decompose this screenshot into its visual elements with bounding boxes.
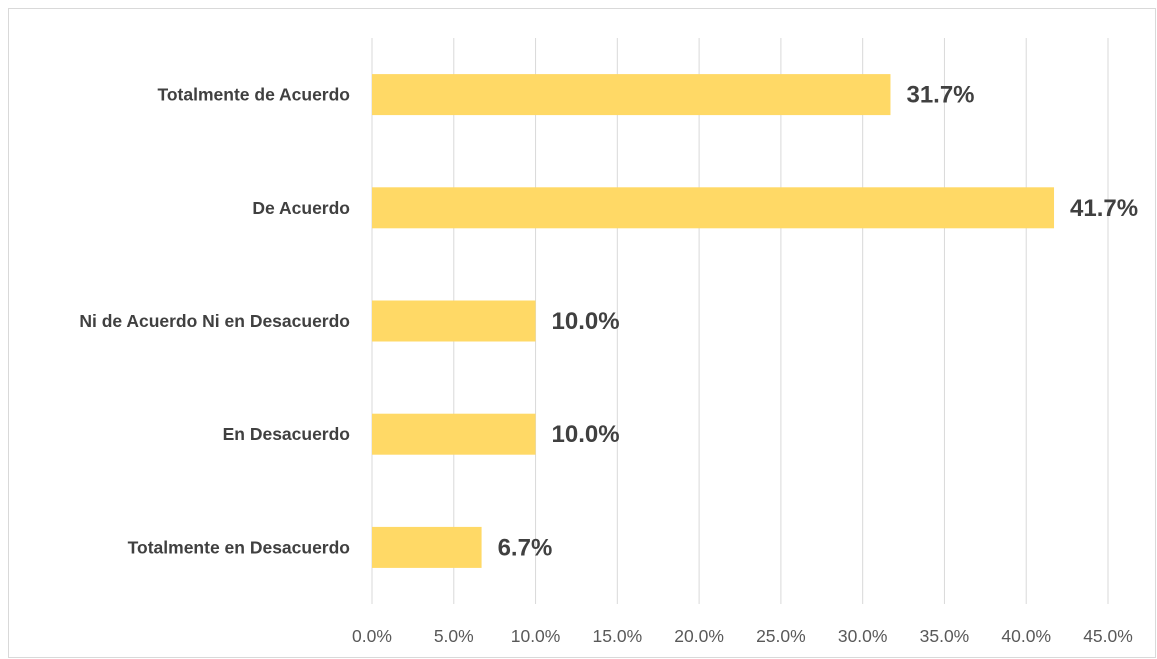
data-label: 10.0% [552,308,620,335]
x-tick-label: 20.0% [674,626,724,646]
x-tick-label: 0.0% [352,626,392,646]
x-tick-label: 10.0% [511,626,561,646]
category-label: Ni de Acuerdo Ni en Desacuerdo [79,311,350,331]
x-tick-label: 40.0% [1001,626,1051,646]
bars [372,74,1055,568]
bar [372,187,1055,229]
labels: 0.0% 5.0% 10.0% 15.0% 20.0% 25.0% 30.0% 35.0% 40… [79,82,1138,646]
bar [372,74,891,116]
bar [372,526,482,568]
category-label: Totalmente de Acuerdo [157,85,350,105]
data-label: 6.7% [498,534,553,561]
bar [372,413,536,455]
data-label: 31.7% [906,82,974,109]
x-tick-label: 45.0% [1083,626,1133,646]
chart-frame [8,8,1156,658]
x-tick-label: 25.0% [756,626,806,646]
x-tick-label: 35.0% [920,626,970,646]
data-label: 10.0% [552,421,620,448]
data-label: 41.7% [1070,195,1138,222]
x-tick-label: 5.0% [434,626,474,646]
category-label: En Desacuerdo [223,424,350,444]
x-tick-label: 30.0% [838,626,888,646]
bar [372,300,536,342]
x-tick-label: 15.0% [593,626,643,646]
category-label: De Acuerdo [252,198,350,218]
category-label: Totalmente en Desacuerdo [128,537,350,557]
gridlines [371,38,1109,604]
